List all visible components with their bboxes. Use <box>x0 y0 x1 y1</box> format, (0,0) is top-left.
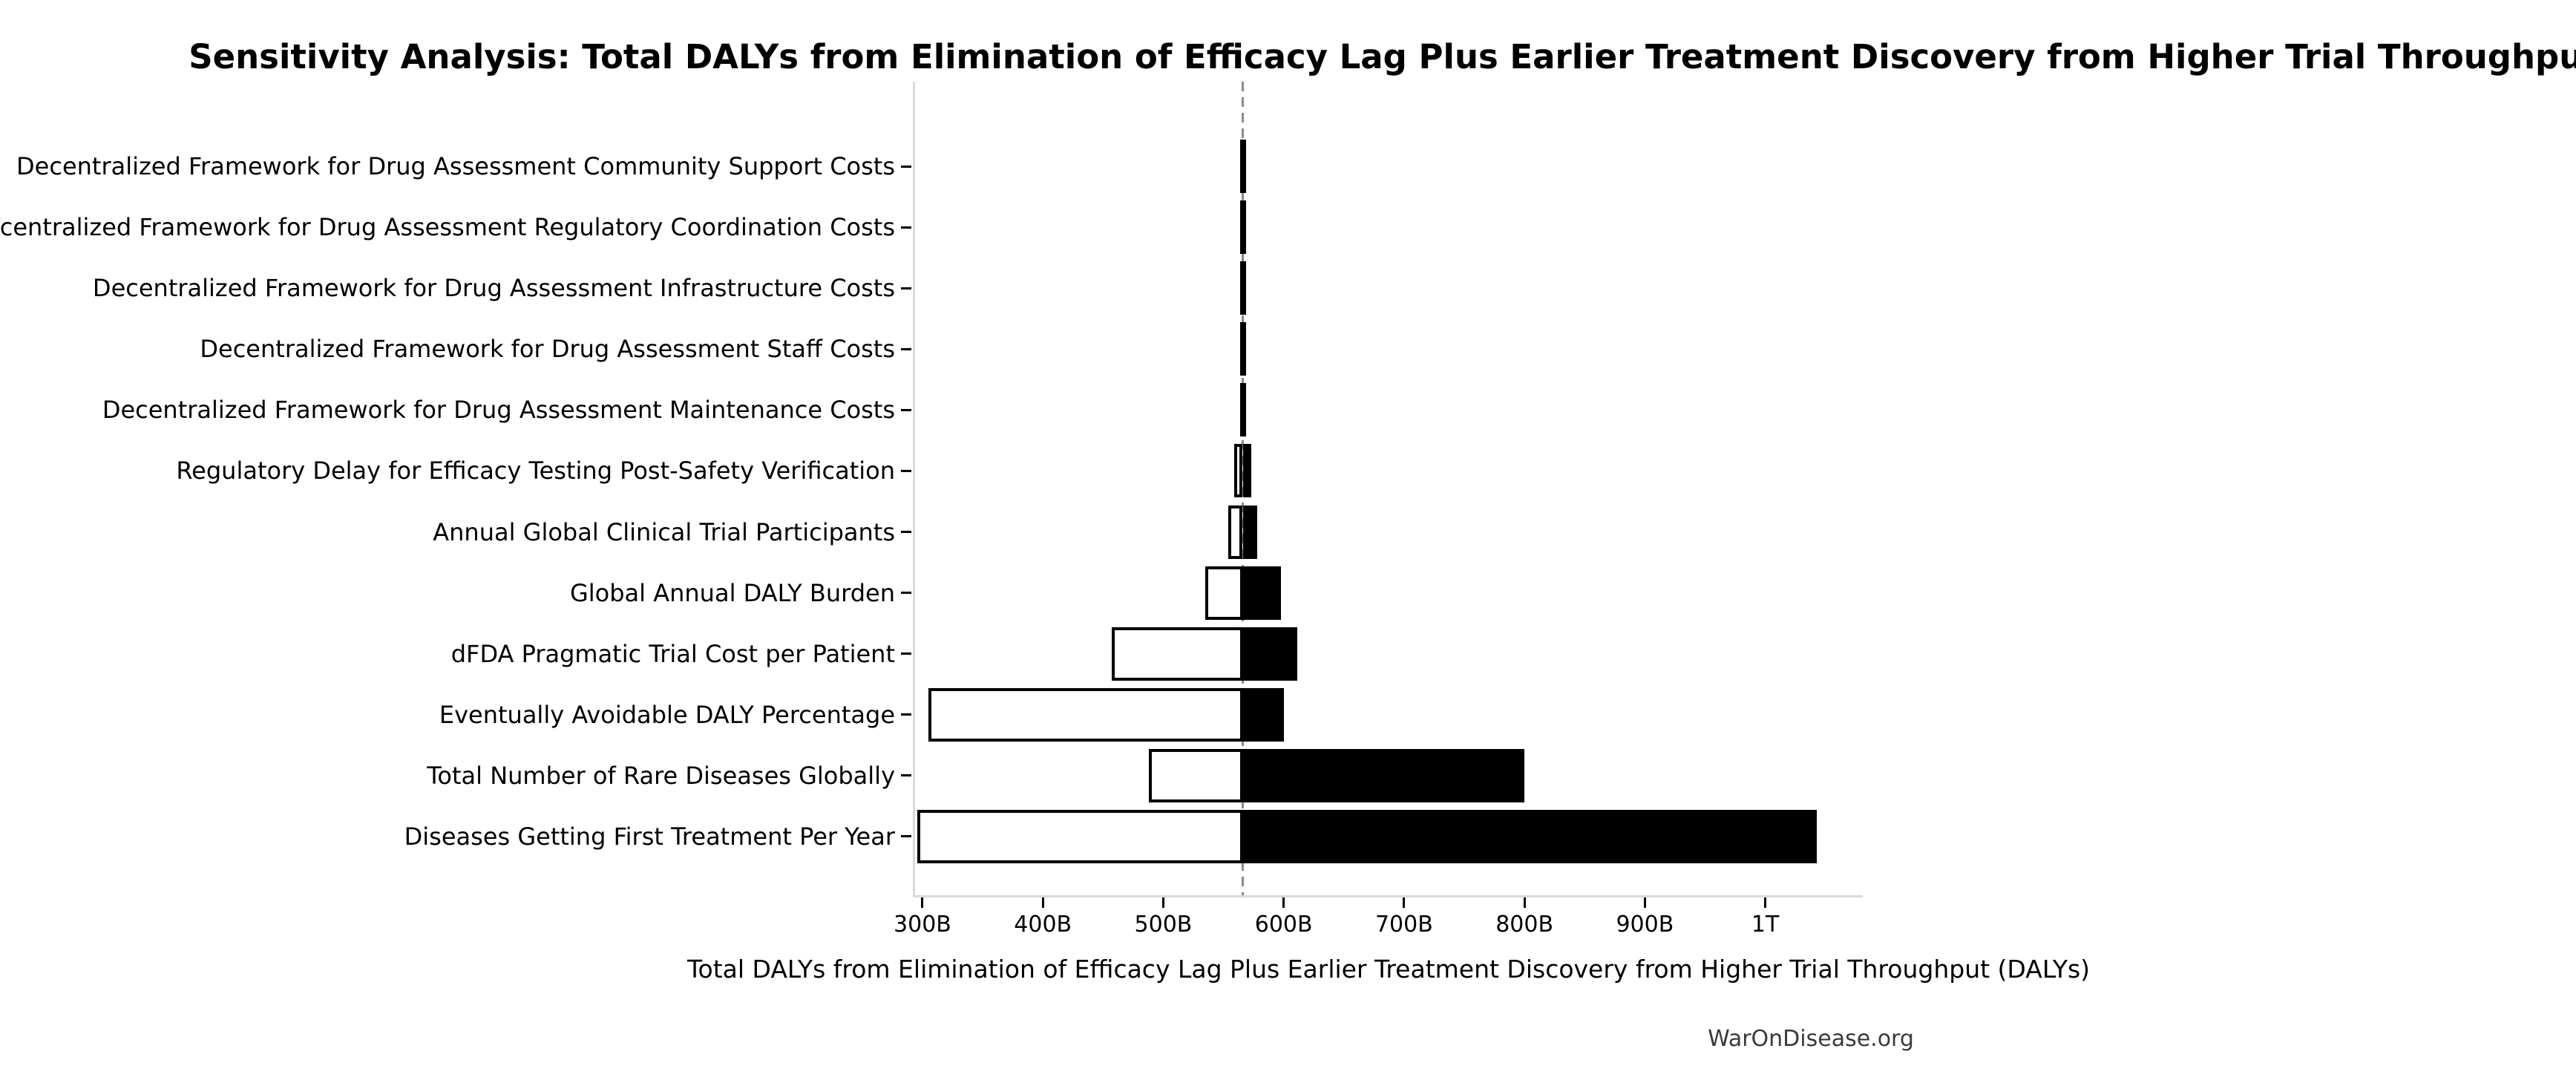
low-value-bar <box>917 809 1243 863</box>
y-tick-mark <box>901 592 911 595</box>
y-axis-spine <box>913 82 915 897</box>
high-value-bar <box>1242 444 1251 498</box>
category-label: Eventually Avoidable DALY Percentage <box>439 700 895 729</box>
high-value-bar <box>1242 627 1297 681</box>
x-tick-label: 800B <box>1495 912 1554 938</box>
high-value-bar <box>1242 322 1245 376</box>
y-tick-mark <box>901 408 911 411</box>
high-value-bar <box>1242 261 1245 315</box>
y-tick-mark <box>901 165 911 168</box>
category-label: dFDA Pragmatic Trial Cost per Patient <box>450 639 895 668</box>
x-tick-mark <box>921 897 924 908</box>
x-tick-label: 500B <box>1134 912 1193 938</box>
x-axis-label: Total DALYs from Elimination of Efficacy… <box>686 955 2091 984</box>
y-tick-mark <box>901 347 911 350</box>
x-tick-mark <box>1643 897 1646 908</box>
category-label: Annual Global Clinical Trial Participant… <box>433 517 895 546</box>
chart-title: Sensitivity Analysis: Total DALYs from E… <box>189 37 2576 76</box>
high-value-bar <box>1242 140 1245 193</box>
x-axis-spine <box>913 895 1863 897</box>
high-value-bar <box>1242 687 1284 742</box>
x-tick-mark <box>1041 897 1044 908</box>
x-tick-label: 300B <box>894 912 951 938</box>
y-tick-mark <box>901 774 911 777</box>
x-tick-mark <box>1403 897 1406 908</box>
high-value-bar <box>1242 383 1245 437</box>
low-value-bar <box>928 687 1243 742</box>
low-value-bar <box>1205 566 1243 620</box>
low-value-bar <box>1228 505 1243 559</box>
high-value-bar <box>1242 566 1282 620</box>
category-label: Global Annual DALY Burden <box>569 578 895 607</box>
low-value-bar <box>1234 444 1243 498</box>
category-label: Decentralized Framework for Drug Assessm… <box>92 274 895 303</box>
category-label: Total Number of Rare Diseases Globally <box>427 761 895 790</box>
y-tick-mark <box>901 652 911 655</box>
y-tick-mark <box>901 835 911 838</box>
low-value-bar <box>1111 627 1243 681</box>
x-tick-label: 700B <box>1374 912 1433 938</box>
category-label: Regulatory Delay for Efficacy Testing Po… <box>176 457 895 485</box>
category-label: Decentralized Framework for Drug Assessm… <box>102 396 895 425</box>
y-tick-mark <box>901 287 911 290</box>
x-tick-label: 400B <box>1014 912 1072 938</box>
footer-brand-text: WarOnDisease.org <box>1708 1026 1914 1052</box>
category-label: Decentralized Framework for Drug Assessm… <box>200 335 895 364</box>
x-tick-label: 600B <box>1254 912 1313 938</box>
category-label: Diseases Getting First Treatment Per Yea… <box>404 822 895 851</box>
category-label: Decentralized Framework for Drug Assessm… <box>16 152 895 180</box>
low-value-bar <box>1148 748 1243 802</box>
high-value-bar <box>1242 809 1818 863</box>
x-tick-mark <box>1523 897 1526 908</box>
x-tick-label: 900B <box>1616 912 1674 938</box>
y-tick-mark <box>901 531 911 534</box>
high-value-bar <box>1242 505 1257 559</box>
y-tick-mark <box>901 713 911 716</box>
x-tick-mark <box>1282 897 1285 908</box>
x-tick-mark <box>1161 897 1164 908</box>
category-label: Decentralized Framework for Drug Assessm… <box>0 213 895 242</box>
high-value-bar <box>1242 748 1525 802</box>
high-value-bar <box>1242 200 1245 255</box>
y-tick-mark <box>901 226 911 229</box>
x-tick-mark <box>1764 897 1767 908</box>
y-tick-mark <box>901 469 911 472</box>
x-tick-label: 1T <box>1751 912 1780 938</box>
